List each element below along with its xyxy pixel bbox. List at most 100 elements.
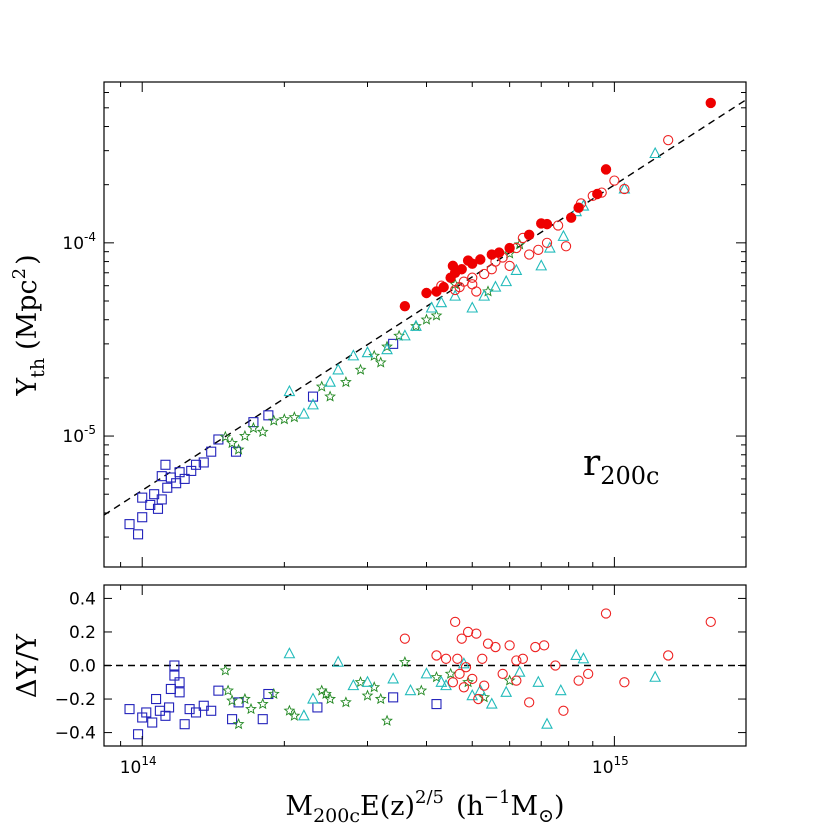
xlabel-unit-open: (h [456,791,484,822]
bottom-point-star-open-7 [267,687,280,700]
top-point-circle-filled-13 [504,242,515,254]
bottom-point-square-open-12 [174,677,185,688]
bottom-point-circle-open-32 [511,655,522,666]
bottom-point-square-open-9 [165,683,176,695]
bottom-point-triangle-open-14 [513,665,526,677]
bottom-y-tick-label: −0.4 [55,724,96,744]
top-point-square-open-7 [156,494,167,505]
top-point-square-open-24 [388,338,399,349]
bottom-point-circle-open-10 [462,626,474,638]
top-point-triangle-open-10 [425,301,438,313]
ylabel-sub: th [27,358,49,378]
bottom-point-star-open-13 [339,696,352,708]
bottom-point-circle-open-33 [479,680,490,691]
top-point-star-open-4 [247,421,260,434]
bottom-point-circle-open-26 [573,675,584,686]
bottom-point-circle-open-20 [517,653,529,664]
bottom-point-triangle-open-21 [466,689,479,701]
bottom-point-star-open-20 [444,667,457,679]
top-point-circle-filled-7 [456,264,467,275]
top-point-square-open-2 [137,512,148,523]
bottom-point-square-open-20 [227,714,238,725]
top-point-circle-open-15 [552,220,564,231]
bottom-point-star-open-14 [354,676,367,688]
bottom-point-star-open-4 [238,692,251,705]
fit-line-dashed [103,99,747,516]
bottom-point-triangle-open-2 [307,692,319,704]
bottom-point-star-open-23 [503,674,516,686]
top-point-star-open-14 [381,340,393,352]
xlabel-unit-sub: ⊙ [538,805,554,827]
xlabel-ez-sup: 2/5 [415,787,444,808]
bottom-point-star-open-22 [478,691,491,703]
top-point-circle-filled-1 [421,287,432,299]
bottom-point-circle-open-2 [440,653,452,664]
top-point-triangle-open-1 [297,407,310,419]
bottom-point-square-open-13 [174,687,185,698]
top-point-triangle-open-3 [324,375,337,387]
bottom-point-circle-open-30 [663,650,674,661]
bottom-point-circle-open-28 [600,608,612,619]
ylabel-unit-sup: 2 [9,268,30,279]
top-point-star-open-0 [219,430,232,442]
bottom-point-square-open-18 [206,705,217,716]
bottom-point-square-open-10 [169,670,180,681]
ylabel-main: Y [12,377,43,397]
bottom-point-triangle-open-7 [404,683,417,696]
top-point-triangle-open-24 [649,146,662,159]
top-point-circle-open-23 [467,279,478,290]
top-point-circle-filled-17 [565,212,577,223]
bottom-y-tick-label: 0.2 [69,623,96,643]
bottom-point-triangle-open-18 [570,648,583,660]
top-point-square-open-17 [198,457,209,468]
bottom-point-triangle-open-3 [332,655,345,667]
bottom-point-circle-open-18 [504,640,515,651]
top-point-triangle-open-6 [361,346,374,358]
bottom-point-circle-open-3 [447,677,459,688]
top-point-triangle-open-0 [283,384,296,397]
top-point-square-open-12 [171,478,182,489]
top-point-square-open-1 [133,529,144,540]
top-point-square-open-20 [230,446,242,457]
bottom-point-triangle-open-9 [435,675,448,687]
top-point-square-open-21 [248,417,259,428]
top-point-circle-open-3 [467,272,478,283]
top-point-triangle-open-17 [510,263,523,275]
top-point-circle-open-16 [560,241,572,252]
top-point-star-open-8 [288,411,301,423]
top-point-star-open-1 [226,436,238,449]
x-tick-exponent: 14 [141,754,156,768]
bottom-point-triangle-open-20 [649,670,662,682]
top-point-triangle-open-18 [535,259,548,271]
top-point-triangle-open-20 [557,229,570,241]
top-point-circle-filled-12 [493,247,505,258]
bottom-data-points [124,608,716,740]
bottom-y-tick-label: 0.4 [69,589,96,609]
bottom-point-star-open-15 [368,681,381,693]
bottom-point-circle-open-7 [456,633,467,644]
top-point-circle-filled-0 [399,300,411,312]
top-point-circle-filled-18 [573,202,584,213]
top-point-circle-open-22 [663,135,674,146]
top-point-triangle-open-12 [449,289,462,301]
bottom-point-star-open-3 [232,717,245,730]
top-point-circle-filled-20 [600,164,612,175]
bottom-point-circle-open-19 [511,675,522,686]
top-point-square-open-0 [124,519,135,530]
xlabel-m-sub: 200c [313,805,360,827]
bottom-point-circle-open-4 [449,616,461,628]
bottom-point-square-open-11 [169,660,180,671]
top-point-circle-open-13 [533,244,544,255]
top-point-star-open-7 [278,413,291,425]
top-point-circle-filled-21 [705,97,716,109]
top-plot-frame [103,81,747,568]
top-point-star-open-3 [238,429,251,442]
bottom-point-circle-open-27 [583,668,594,680]
bottom-point-star-open-1 [222,684,234,696]
bottom-plot-frame [103,584,747,747]
bottom-point-circle-open-14 [477,653,488,664]
top-point-triangle-open-7 [381,342,393,355]
bottom-point-square-open-5 [151,693,162,705]
top-point-square-open-16 [190,459,202,470]
top-point-star-open-10 [324,390,337,402]
